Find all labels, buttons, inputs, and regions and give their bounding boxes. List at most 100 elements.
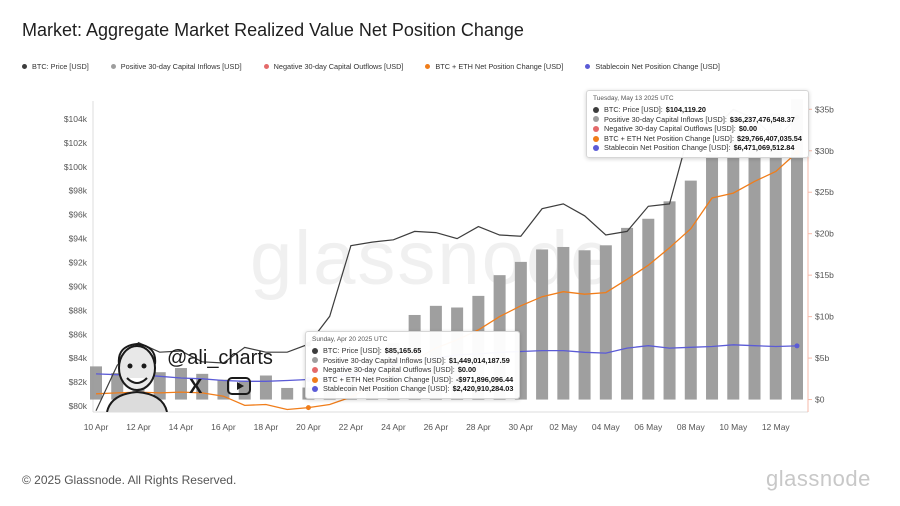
bar-positive-inflow [557, 246, 570, 400]
x-tick-label: 12 May [762, 422, 791, 432]
x-tick-label: 20 Apr [296, 422, 321, 432]
glassnode-logo: glassnode [766, 466, 871, 491]
series-dot-icon [593, 106, 599, 113]
series-dot-icon [312, 386, 318, 393]
bar-positive-inflow [791, 99, 803, 400]
bar-positive-inflow [281, 387, 294, 400]
y-tick-label-left: $98k [69, 186, 88, 196]
tooltip-label: BTC: Price [USD]: [323, 346, 382, 355]
bar-positive-inflow [217, 379, 230, 400]
bar-positive-inflow [748, 119, 761, 400]
x-tick-label: 10 Apr [84, 422, 109, 432]
tooltip-label: Stablecoin Net Position Change [USD]: [323, 384, 450, 394]
bar-positive-inflow [599, 245, 612, 400]
tooltip-date: Tuesday, May 13 2025 UTC [593, 95, 674, 102]
series-dot-icon [312, 347, 318, 354]
tooltip-label: BTC: Price [USD]: [604, 105, 663, 114]
series-dot-icon [593, 116, 599, 123]
legend-item-btc-price[interactable]: BTC: Price [USD] [22, 62, 89, 71]
legend-item-negative-outflows[interactable]: Negative 30-day Capital Outflows [USD] [263, 62, 404, 71]
tooltip-row: BTC + ETH Net Position Change [USD]: $29,… [593, 134, 802, 144]
series-dot-icon [312, 357, 318, 364]
bar-positive-inflow [706, 154, 719, 400]
glassnode-watermark: glassnode [250, 216, 615, 301]
bar-positive-inflow [642, 218, 655, 400]
x-tick-label: 06 May [634, 422, 663, 432]
legend-item-btc-eth-net[interactable]: BTC + ETH Net Position Change [USD] [425, 62, 563, 71]
tooltip-value: $0.00 [457, 365, 477, 375]
tooltip-apr-20: Sunday, Apr 20 2025 UTC BTC: Price [USD]… [305, 331, 521, 399]
x-tick-label: 18 Apr [254, 422, 279, 432]
tooltip-label: Stablecoin Net Position Change [USD]: [604, 143, 731, 153]
y-tick-label-right: $0 [815, 395, 825, 405]
legend-label: Stablecoin Net Position Change [USD] [595, 62, 720, 71]
bar-positive-inflow [684, 180, 697, 400]
x-tick-label: 08 May [677, 422, 706, 432]
y-tick-label-left: $82k [69, 377, 88, 387]
y-tick-label-left: $94k [69, 234, 88, 244]
tooltip-row: Negative 30-day Capital Outflows [USD]: $… [593, 124, 802, 134]
y-tick-label-right: $15b [815, 270, 834, 280]
tooltip-label: Positive 30-day Capital Inflows [USD]: [604, 114, 727, 124]
x-tick-label: 04 May [592, 422, 621, 432]
y-tick-label-left: $102k [64, 138, 88, 148]
chart-title: Market: Aggregate Market Realized Value … [22, 20, 524, 40]
tooltip-row: Negative 30-day Capital Outflows [USD]: $… [312, 365, 513, 375]
x-tick-label: 14 Apr [169, 422, 194, 432]
x-tick-label: 12 Apr [126, 422, 151, 432]
y-tick-label-left: $96k [69, 210, 88, 220]
tooltip-row: Stablecoin Net Position Change [USD]: $2,… [312, 384, 513, 394]
x-tick-label: 28 Apr [466, 422, 491, 432]
x-logo-icon: X [189, 376, 203, 398]
y-tick-label-left: $84k [69, 353, 88, 363]
tooltip-row: BTC + ETH Net Position Change [USD]: -$97… [312, 375, 513, 385]
legend-label: BTC: Price [USD] [32, 62, 89, 71]
y-tick-label-left: $80k [69, 401, 88, 411]
y-tick-label-left: $86k [69, 329, 88, 339]
series-dot-icon [593, 145, 599, 152]
legend-label: Positive 30-day Capital Inflows [USD] [120, 62, 242, 71]
y-tick-label-right: $5b [815, 353, 829, 363]
series-dot-icon [312, 366, 318, 373]
y-tick-label-right: $10b [815, 312, 834, 322]
y-tick-label-right: $25b [815, 187, 834, 197]
y-tick-label-left: $100k [64, 162, 88, 172]
avatar-cartoon-icon [106, 342, 168, 412]
tooltip-value: $29,766,407,035.54 [736, 133, 802, 143]
line-btc-price [95, 108, 798, 412]
tooltip-value: $85,165.65 [384, 346, 422, 355]
youtube-icon [227, 377, 251, 395]
copyright-footer: © 2025 Glassnode. All Rights Reserved. [22, 473, 237, 487]
tooltip-row: Positive 30-day Capital Inflows [USD]: $1… [312, 356, 513, 366]
series-dot-icon [593, 135, 599, 142]
legend-dot-icon [263, 64, 269, 69]
hover-point-stablecoin-net [794, 343, 800, 349]
bar-positive-inflow [663, 201, 676, 400]
y-tick-label-left: $90k [69, 281, 88, 291]
tooltip-value: $6,471,069,512.84 [733, 143, 795, 153]
tooltip-value: $1,449,014,187.59 [448, 355, 510, 365]
series-dot-icon [593, 125, 599, 132]
legend-label: BTC + ETH Net Position Change [USD] [435, 62, 564, 71]
legend-item-stablecoin-net[interactable]: Stablecoin Net Position Change [USD] [585, 62, 720, 71]
bar-positive-inflow [90, 366, 102, 400]
series-dot-icon [312, 376, 318, 383]
tooltip-may-13: Tuesday, May 13 2025 UTC BTC: Price [USD… [586, 90, 809, 158]
x-tick-label: 02 May [549, 422, 578, 432]
legend-dot-icon [110, 64, 116, 69]
y-tick-label-left: $104k [64, 114, 88, 124]
y-tick-label-right: $35b [815, 104, 834, 114]
tooltip-row: Stablecoin Net Position Change [USD]: $6,… [593, 143, 802, 153]
author-handle: @ali_charts [167, 347, 273, 369]
legend-item-positive-inflows[interactable]: Positive 30-day Capital Inflows [USD] [110, 62, 242, 71]
chart-legend: BTC: Price [USD] Positive 30-day Capital… [22, 62, 742, 71]
tooltip-row: BTC: Price [USD]: $104,119.20 [593, 105, 802, 115]
bar-positive-inflow [536, 249, 549, 400]
y-tick-label-right: $30b [815, 146, 834, 156]
x-tick-label: 10 May [719, 422, 748, 432]
bar-positive-inflow [621, 227, 634, 400]
legend-label: Negative 30-day Capital Outflows [USD] [273, 62, 404, 71]
legend-dot-icon [425, 64, 431, 69]
tooltip-date: Sunday, Apr 20 2025 UTC [312, 336, 388, 343]
